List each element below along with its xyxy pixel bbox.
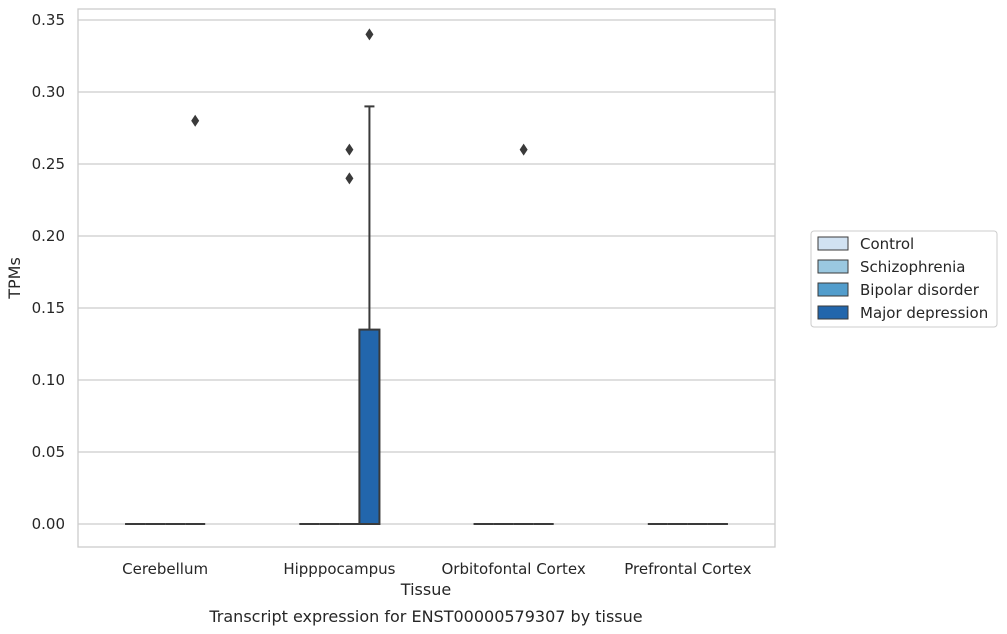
- outlier-point: [345, 143, 354, 156]
- legend-swatch: [817, 282, 849, 297]
- outlier-point: [191, 114, 200, 127]
- y-tick-label: 0.15: [32, 299, 65, 317]
- y-tick-label: 0.25: [32, 155, 65, 173]
- y-tick-label: 0.05: [32, 443, 65, 461]
- outlier-point: [345, 172, 354, 185]
- y-axis-ticks: 0.00 0.05 0.10 0.15 0.20 0.25 0.30 0.35: [32, 11, 65, 533]
- legend-label: Major depression: [860, 304, 988, 322]
- legend-swatch: [817, 305, 849, 320]
- plot-frame: [77, 8, 776, 548]
- legend-frame: [810, 230, 998, 328]
- outlier-point: [365, 28, 374, 41]
- legend-label: Schizophrenia: [860, 258, 965, 276]
- y-tick-label: 0.10: [32, 371, 65, 389]
- box: [358, 328, 381, 525]
- gridlines: [78, 19, 775, 525]
- x-axis-title: Tissue: [400, 580, 451, 599]
- legend-label: Control: [860, 235, 914, 253]
- x-tick-label: Cerebellum: [122, 560, 208, 578]
- y-tick-label: 0.20: [32, 227, 65, 245]
- box-group: [339, 143, 360, 525]
- x-tick-label: Orbitofontal Cortex: [442, 560, 586, 578]
- legend-swatch: [817, 236, 849, 251]
- box-group: [358, 28, 381, 525]
- x-tick-label: Prefrontal Cortex: [624, 560, 751, 578]
- y-tick-label: 0.30: [32, 83, 65, 101]
- chart-caption: Transcript expression for ENST0000057930…: [208, 607, 642, 626]
- y-axis-title: TPMs: [5, 257, 24, 300]
- legend-label: Bipolar disorder: [860, 281, 980, 299]
- legend-swatch: [817, 259, 849, 274]
- box-plot-series: [125, 28, 728, 525]
- y-tick-label: 0.35: [32, 11, 65, 29]
- box-group: [513, 143, 534, 525]
- legend: Control Schizophrenia Bipolar disorder Majo…: [810, 230, 998, 328]
- y-tick-label: 0.00: [32, 515, 65, 533]
- box-group: [185, 114, 206, 525]
- outlier-point: [519, 143, 528, 156]
- x-tick-label: Hipppocampus: [283, 560, 395, 578]
- x-axis-ticks: Cerebellum Hipppocampus Orbitofontal Corte…: [122, 560, 751, 578]
